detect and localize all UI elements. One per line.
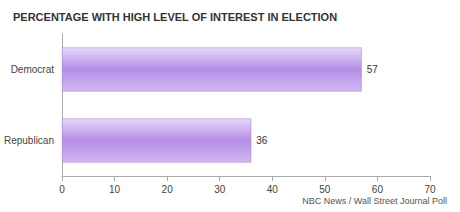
svg-text:20: 20 bbox=[162, 184, 174, 195]
svg-text:70: 70 bbox=[424, 184, 436, 195]
svg-text:40: 40 bbox=[267, 184, 279, 195]
svg-text:10: 10 bbox=[109, 184, 121, 195]
svg-text:PERCENTAGE WITH HIGH LEVEL OF: PERCENTAGE WITH HIGH LEVEL OF INTEREST I… bbox=[13, 11, 337, 23]
svg-text:36: 36 bbox=[256, 135, 268, 146]
svg-text:50: 50 bbox=[319, 184, 331, 195]
svg-text:Democrat: Democrat bbox=[11, 64, 55, 75]
svg-text:NBC News / Wall Street Journal: NBC News / Wall Street Journal Poll bbox=[302, 196, 447, 206]
svg-text:60: 60 bbox=[372, 184, 384, 195]
svg-text:0: 0 bbox=[59, 184, 65, 195]
svg-text:57: 57 bbox=[367, 64, 379, 75]
svg-text:Republican: Republican bbox=[4, 135, 54, 146]
svg-text:30: 30 bbox=[214, 184, 226, 195]
